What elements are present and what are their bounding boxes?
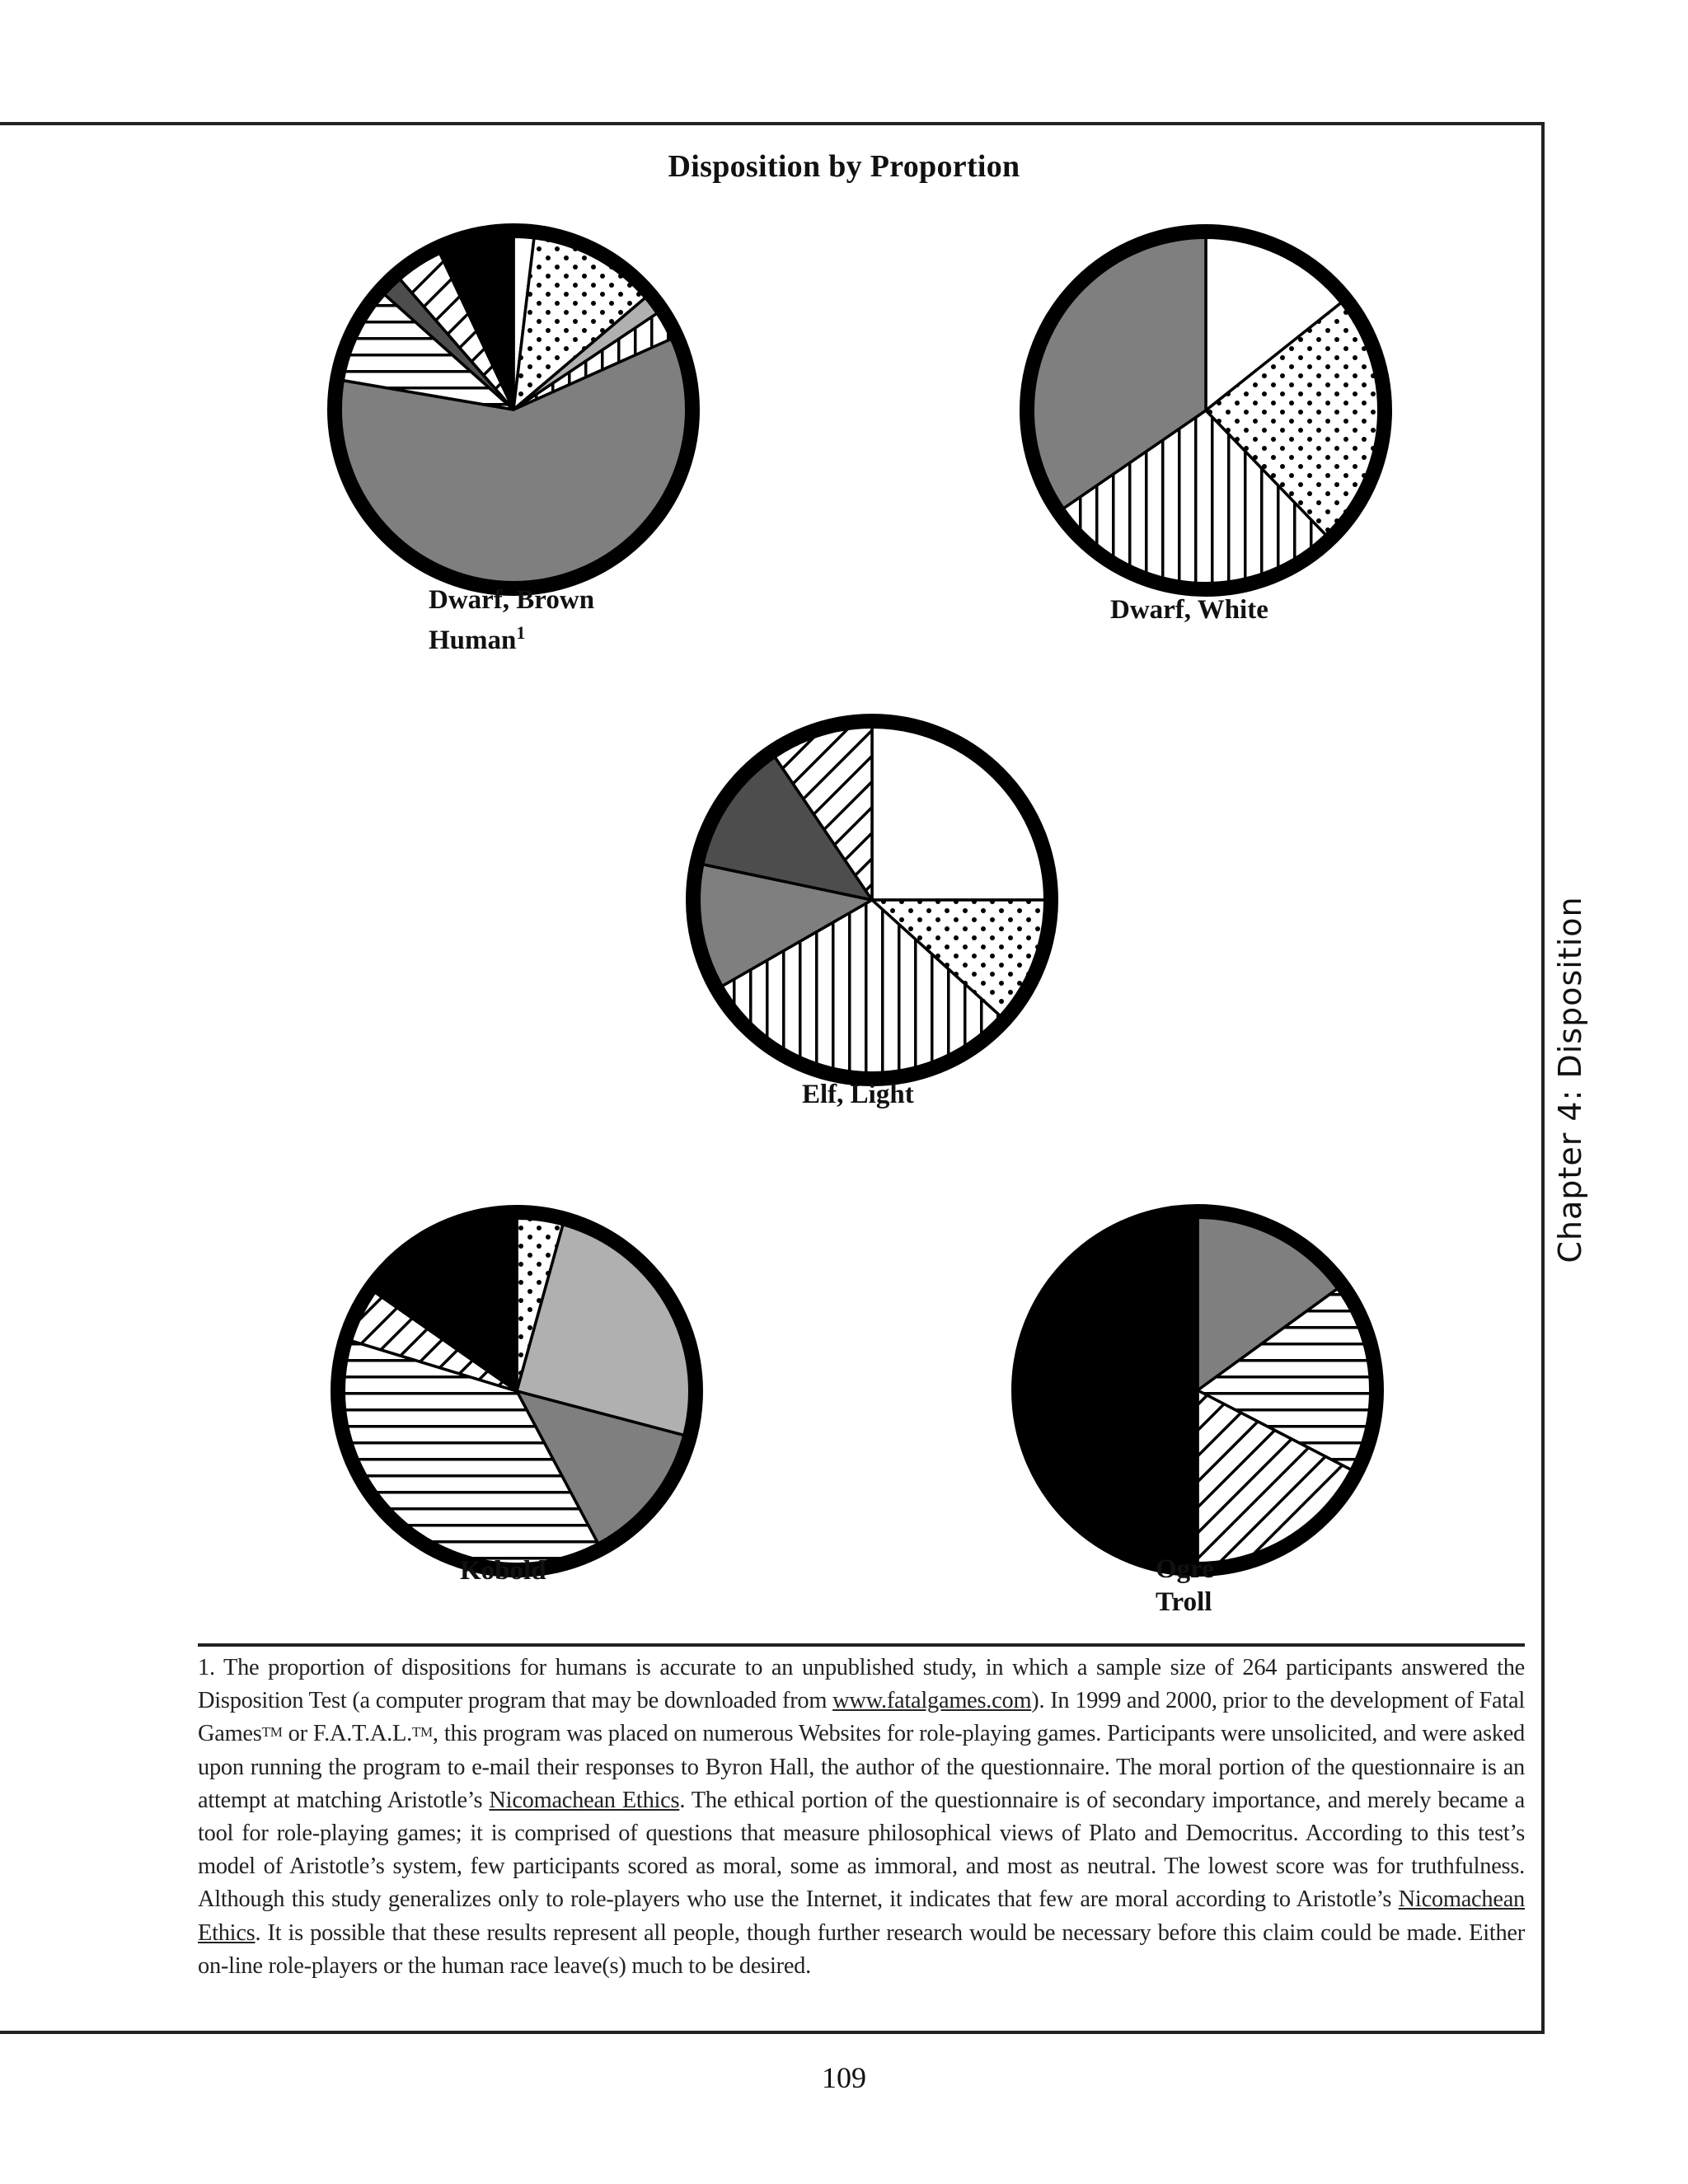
pie-slice-black: [1017, 1210, 1199, 1571]
footnote-text: or F.A.T.A.L.: [282, 1721, 413, 1747]
footnote-text: ). In 1999 and 2000, prior to the develo…: [198, 1688, 1525, 1747]
pie-border: [327, 223, 700, 596]
footnote-text: . It is possible that these results repr…: [198, 1919, 1525, 1979]
pie-border: [1020, 224, 1392, 597]
trademark: TM: [261, 1724, 283, 1741]
pie-border: [331, 1205, 703, 1577]
footnote-text: 1. The proportion of dispositions for hu…: [198, 1655, 1525, 1714]
book-title: Nicomachean Ethics: [198, 1886, 1525, 1946]
label-troll: Troll: [1156, 1587, 1212, 1617]
pie-0: [327, 223, 700, 596]
pie-label-elf-light: Elf, Light: [802, 1080, 914, 1109]
pie-border: [1011, 1204, 1384, 1577]
pie-label-ogre-troll: Ogre Troll: [1156, 1553, 1214, 1619]
pie-2: [686, 714, 1058, 1086]
pie-label-dwarf-white: Dwarf, White: [1110, 595, 1268, 625]
page-number: 109: [822, 2061, 866, 2094]
label-line-2: Human1: [429, 616, 594, 657]
footnote-rule: [198, 1643, 1525, 1647]
page-frame: [0, 122, 1545, 2034]
footnote-marker: 1: [516, 622, 526, 643]
pie-border: [686, 714, 1058, 1086]
pie-label-dwarf-brown: Dwarf, Brown Human1: [429, 583, 594, 657]
book-title: Nicomachean Ethics: [489, 1787, 680, 1813]
pie-1: [1020, 224, 1392, 597]
pie-4: [1011, 1204, 1384, 1577]
chapter-side-title: Chapter 4: Disposition: [1552, 896, 1588, 1263]
pie-3: [331, 1205, 703, 1577]
trademark: TM: [411, 1724, 433, 1741]
chart-title: Disposition by Proportion: [668, 149, 1020, 184]
pie-label-kobold: Kobold: [460, 1556, 546, 1586]
fatalgames-link[interactable]: www.fatalgames.com: [832, 1688, 1032, 1714]
label-ogre: Ogre: [1156, 1554, 1214, 1584]
footnote-text: . The ethical portion of the questionnai…: [198, 1787, 1525, 1913]
footnote: 1. The proportion of dispositions for hu…: [198, 1652, 1525, 1983]
label-line-1: Dwarf, Brown: [429, 585, 595, 615]
label-human: Human: [429, 626, 517, 655]
footnote-text: , this program was placed on numerous We…: [198, 1721, 1525, 1813]
